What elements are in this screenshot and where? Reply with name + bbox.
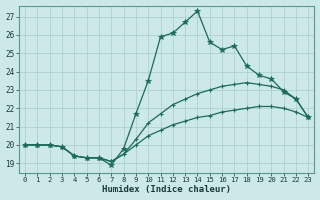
X-axis label: Humidex (Indice chaleur): Humidex (Indice chaleur): [102, 185, 231, 194]
